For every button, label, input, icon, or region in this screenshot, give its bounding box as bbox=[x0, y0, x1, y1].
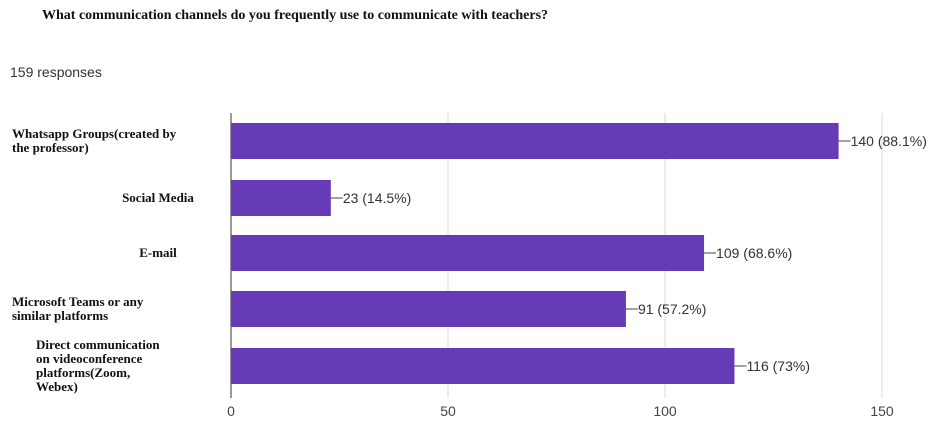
x-tick-label: 100 bbox=[653, 403, 677, 419]
category-label: Microsoft Teams or any bbox=[12, 294, 144, 309]
data-label: 116 (73%) bbox=[746, 358, 810, 374]
category-label: on videoconference bbox=[36, 351, 142, 366]
bar bbox=[231, 235, 705, 271]
category-label: Social Media bbox=[122, 190, 194, 205]
category-label: the professor) bbox=[12, 140, 89, 155]
bar bbox=[231, 180, 331, 216]
data-label: 109 (68.6%) bbox=[716, 245, 792, 261]
bar bbox=[231, 123, 839, 159]
response-count: 159 responses bbox=[10, 64, 102, 80]
x-tick-label: 0 bbox=[227, 403, 235, 419]
data-label: 91 (57.2%) bbox=[638, 301, 706, 317]
category-label: platforms(Zoom, bbox=[36, 365, 130, 380]
category-label: E-mail bbox=[139, 245, 177, 260]
category-label: Webex) bbox=[36, 379, 78, 394]
data-label: 140 (88.1%) bbox=[851, 133, 927, 149]
category-label: Whatsapp Groups(created by bbox=[12, 126, 177, 141]
category-label: similar platforms bbox=[12, 308, 108, 323]
x-tick-label: 50 bbox=[440, 403, 456, 419]
chart-title: What communication channels do you frequ… bbox=[42, 8, 549, 23]
x-tick-label: 150 bbox=[870, 403, 894, 419]
category-label: Direct communication bbox=[36, 337, 160, 352]
data-label: 23 (14.5%) bbox=[343, 190, 411, 206]
bar bbox=[231, 348, 735, 384]
bar bbox=[231, 291, 626, 327]
